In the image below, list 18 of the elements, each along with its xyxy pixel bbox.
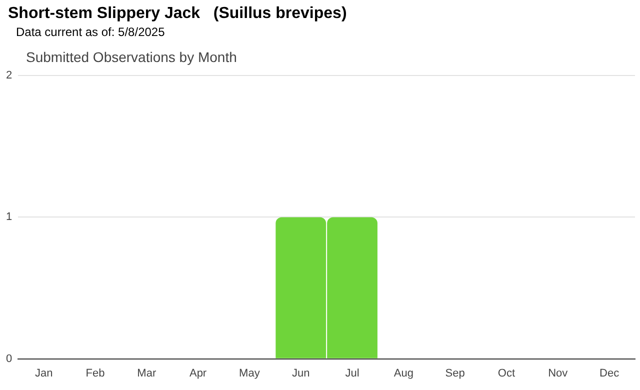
x-tick-label: Jan (34, 367, 53, 380)
x-tick-label: Jul (345, 367, 360, 380)
x-tick-label: May (239, 367, 260, 380)
chart-subtitle: Data current as of: 5/8/2025 (16, 25, 165, 39)
text: Submitted Observations by Month (26, 49, 237, 65)
y-tick-label: 1 (6, 211, 12, 224)
x-tick-label: Nov (548, 367, 568, 380)
x-tick-label: Dec (600, 367, 620, 380)
x-tick-label: Aug (394, 367, 414, 380)
chart-title: Short-stem Slippery Jack (Suillus brevipes) (8, 5, 347, 23)
x-tick-label: Jun (292, 367, 310, 380)
x-tick-label: Oct (498, 367, 516, 380)
x-tick-label: Apr (189, 367, 207, 380)
y-tick-label: 2 (6, 70, 12, 82)
x-tick-label: Sep (445, 367, 465, 380)
x-tick-label: Mar (137, 367, 156, 380)
x-tick-label: Feb (86, 367, 105, 380)
y-tick-label: 0 (6, 352, 12, 365)
